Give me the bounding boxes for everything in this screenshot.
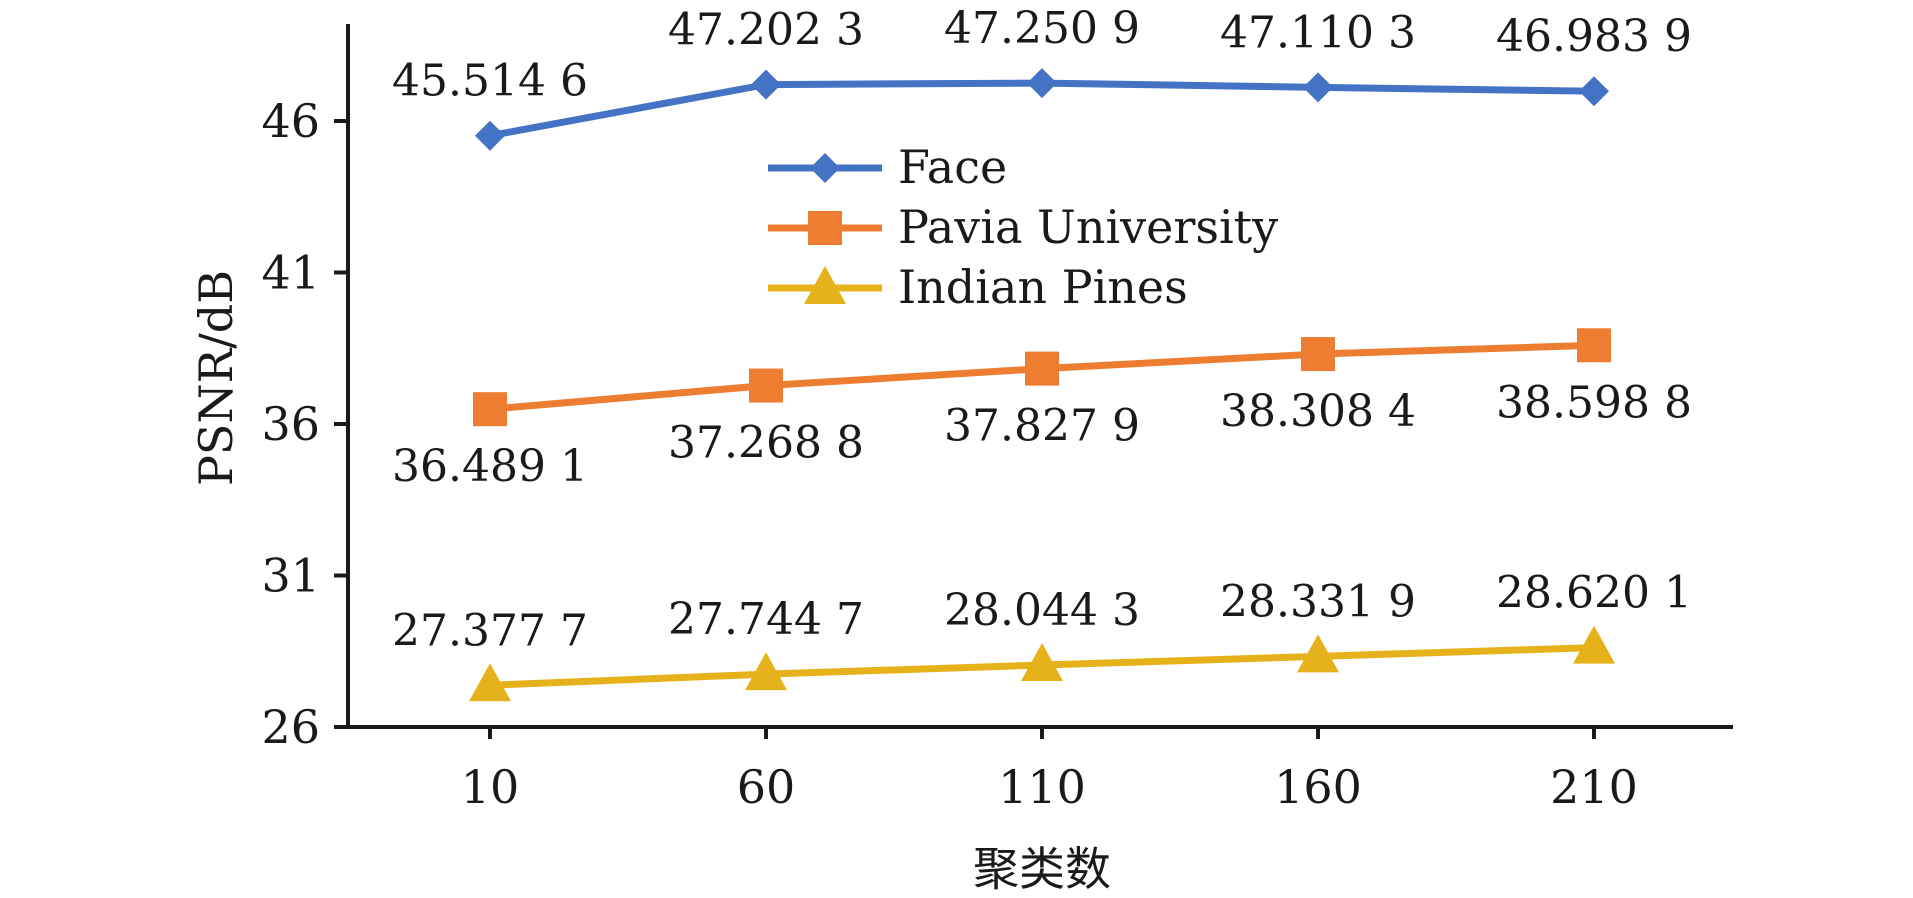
legend-marker	[810, 153, 840, 183]
data-point-marker	[1303, 72, 1333, 103]
legend: Face Pavia University Indian Pines	[768, 140, 1278, 314]
legend-item: Indian Pines	[768, 260, 1188, 314]
legend-item: Face	[768, 140, 1007, 194]
series-pavia-university: 36.489 1 37.268 8 37.827 9 38.308 4 38.598 8	[392, 328, 1692, 492]
data-label: 28.044 3	[944, 585, 1140, 636]
data-label: 47.202 3	[668, 5, 864, 56]
y-axis-title: PSNR/dB	[189, 270, 243, 486]
data-label: 27.377 7	[392, 605, 588, 656]
y-tick-label: 31	[261, 549, 320, 603]
data-label: 37.268 8	[668, 418, 864, 469]
data-label: 46.983 9	[1496, 11, 1692, 62]
legend-marker	[804, 266, 846, 304]
series-face: 45.514 6 47.202 3 47.250 9 47.110 3 46.983 9	[392, 3, 1692, 151]
data-label: 28.331 9	[1220, 576, 1416, 627]
y-tick-label: 41	[261, 246, 320, 300]
data-label: 38.308 4	[1220, 386, 1416, 437]
data-label: 37.827 9	[944, 401, 1140, 452]
x-tick-label: 160	[1274, 760, 1362, 814]
x-tick-label: 110	[998, 760, 1086, 814]
x-tick-label: 210	[1550, 760, 1638, 814]
y-tick-label: 46	[261, 94, 320, 148]
data-label: 45.514 6	[392, 56, 588, 107]
data-label: 47.250 9	[944, 3, 1140, 54]
series-indian-pines: 27.377 7 27.744 7 28.044 3 28.331 9 28.620 1	[392, 568, 1692, 702]
data-point-marker	[1021, 643, 1063, 682]
data-point-marker	[1027, 68, 1057, 99]
x-tick-label: 10	[461, 760, 520, 814]
data-point-marker	[1573, 625, 1615, 664]
data-point-marker	[1301, 337, 1335, 372]
y-tick-label: 26	[261, 700, 320, 754]
series-layer: 45.514 6 47.202 3 47.250 9 47.110 3 46.983 9…	[392, 3, 1692, 702]
data-point-marker	[473, 392, 507, 427]
data-point-marker	[749, 368, 783, 403]
legend-item: Pavia University	[768, 200, 1278, 254]
data-point-marker	[745, 652, 787, 691]
legend-marker	[808, 211, 842, 245]
data-point-marker	[475, 120, 505, 151]
y-ticks: 26 31 36 41 46	[261, 94, 348, 754]
data-point-marker	[1579, 76, 1609, 107]
legend-label: Face	[898, 140, 1007, 194]
legend-label: Pavia University	[898, 200, 1278, 254]
data-point-marker	[469, 663, 511, 702]
data-label: 36.489 1	[392, 441, 588, 492]
x-axis-title: 聚类数	[973, 842, 1111, 896]
data-point-marker	[751, 69, 781, 100]
x-ticks: 10 60 110 160 210	[461, 727, 1638, 814]
data-label: 38.598 8	[1496, 377, 1692, 428]
data-label: 27.744 7	[668, 594, 864, 645]
x-tick-label: 60	[737, 760, 796, 814]
data-point-marker	[1025, 351, 1059, 386]
y-tick-label: 36	[261, 397, 320, 451]
data-label: 47.110 3	[1220, 7, 1416, 58]
legend-label: Indian Pines	[898, 260, 1188, 314]
data-label: 28.620 1	[1496, 568, 1692, 619]
data-point-marker	[1577, 328, 1611, 363]
data-point-marker	[1297, 634, 1339, 673]
